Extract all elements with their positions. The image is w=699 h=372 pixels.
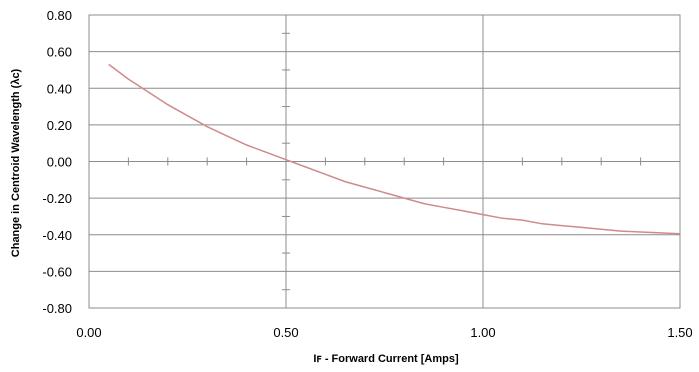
y-tick-label: 0.00 [47, 155, 72, 170]
plot-border [88, 14, 681, 309]
y-tick-label: -0.60 [42, 264, 72, 279]
x-axis-title: Iꜰ - Forward Current [Amps] [313, 353, 459, 365]
y-tick-label: 0.80 [47, 8, 72, 23]
series-group [108, 63, 681, 235]
y-tick-label: -0.80 [42, 301, 72, 316]
x-tick-label: 0.50 [273, 325, 298, 340]
gridlines [88, 14, 681, 309]
series-line [108, 63, 681, 235]
x-tick-labels: 0.00 0.50 1.00 1.50 [76, 325, 692, 340]
y-tick-label: 0.20 [47, 118, 72, 133]
y-tick-label: 0.40 [47, 81, 72, 96]
x-tick-label: 1.00 [470, 325, 495, 340]
y-tick-label: 0.60 [47, 45, 72, 60]
y-axis-title: Change in Centroid Wavelength (λc) [10, 68, 22, 257]
x-tick-label: 0.00 [76, 325, 101, 340]
x-tick-label: 1.50 [667, 325, 692, 340]
axes [88, 14, 681, 309]
y-tick-label: -0.20 [42, 191, 72, 206]
y-tick-label: -0.40 [42, 228, 72, 243]
y-tick-labels: 0.80 0.60 0.40 0.20 0.00 -0.20 -0.40 -0.60 -0.80 [42, 8, 72, 316]
minor-ticks [127, 32, 642, 291]
